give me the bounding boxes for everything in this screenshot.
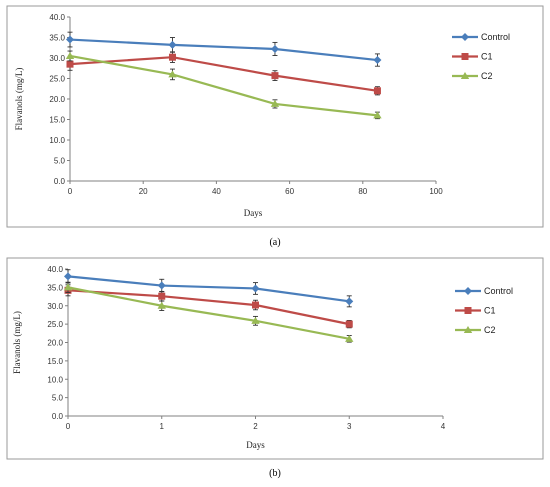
data-point-control xyxy=(251,284,260,293)
legend-label-c2: C2 xyxy=(481,71,493,81)
y-tick-label: 15.0 xyxy=(47,357,63,366)
legend-label-c1: C1 xyxy=(484,306,496,316)
y-tick-label: 35.0 xyxy=(47,283,63,292)
series-control xyxy=(66,31,382,67)
y-tick-label: 0.0 xyxy=(54,177,66,186)
series-line-control xyxy=(67,275,350,303)
series-c2 xyxy=(65,50,382,120)
y-tick-label: 5.0 xyxy=(54,157,66,166)
legend-marker-c1 xyxy=(464,307,472,314)
chart-panel-b: 0.0 5.0 10.0 15.0 20.0 25.0 30.0 35.0 40.0 0 1 2 3 4 D… xyxy=(6,257,544,460)
legend: Control C1 C2 xyxy=(455,286,513,335)
series-control xyxy=(64,269,354,308)
y-tick-label: 40.0 xyxy=(49,13,65,22)
legend-marker-c2 xyxy=(460,72,470,79)
x-tick-label: 0 xyxy=(68,187,73,196)
x-tick-label: 80 xyxy=(358,187,367,196)
data-point-c2 xyxy=(251,316,260,324)
x-tick-label: 20 xyxy=(139,187,148,196)
y-tick-label: 5.0 xyxy=(52,394,64,403)
data-point-c1 xyxy=(373,87,381,95)
y-tick-label: 15.0 xyxy=(49,116,65,125)
data-point-c2 xyxy=(65,51,75,59)
data-point-c1 xyxy=(271,72,279,80)
y-tick-label: 30.0 xyxy=(47,302,63,311)
series-line-c2 xyxy=(69,54,378,117)
chart-border xyxy=(6,257,544,460)
y-axis-title: Flavanols (mg/L) xyxy=(12,311,22,374)
y-tick-label: 10.0 xyxy=(47,375,63,384)
panel-caption-b: (b) xyxy=(269,468,281,479)
y-tick-label: 10.0 xyxy=(49,136,65,145)
panel-caption-a: (a) xyxy=(269,237,280,248)
series-c2 xyxy=(63,281,354,343)
y-tick-label: 30.0 xyxy=(49,54,65,63)
data-point-c2 xyxy=(63,283,73,291)
legend-label-c1: C1 xyxy=(481,52,493,62)
legend-marker-c2 xyxy=(463,326,473,333)
x-axis-title: Days xyxy=(246,440,265,450)
data-point-control xyxy=(157,281,166,290)
data-point-c2 xyxy=(168,70,177,78)
data-point-c2 xyxy=(373,111,382,119)
x-tick-label: 4 xyxy=(441,422,446,431)
data-point-c1 xyxy=(168,53,176,61)
data-point-c2 xyxy=(157,301,166,309)
x-tick-label: 3 xyxy=(347,422,352,431)
data-point-c1 xyxy=(66,60,74,68)
series-line-control xyxy=(69,38,378,62)
data-point-control xyxy=(66,35,74,44)
y-tick-label: 25.0 xyxy=(49,75,65,84)
data-point-control xyxy=(345,297,354,306)
x-tick-label: 100 xyxy=(429,187,443,196)
legend-label-c2: C2 xyxy=(484,325,496,335)
y-tick-label: 20.0 xyxy=(47,339,63,348)
chart-panel-a: 0.0 5.0 10.0 15.0 20.0 25.0 30.0 35.0 40.0 0 20 40 6… xyxy=(6,5,544,228)
y-axis-title: Flavanols (mg/L) xyxy=(14,68,24,131)
data-point-c1 xyxy=(345,320,353,328)
data-point-control xyxy=(64,272,72,281)
y-tick-label: 20.0 xyxy=(49,95,65,104)
chart-border xyxy=(6,5,544,228)
data-point-c1 xyxy=(158,292,166,300)
x-axis-title: Days xyxy=(244,208,263,218)
x-tick-label: 2 xyxy=(253,422,258,431)
x-tick-label: 40 xyxy=(212,187,221,196)
data-point-c2 xyxy=(345,334,354,342)
data-point-control xyxy=(270,44,279,53)
y-tick-label: 0.0 xyxy=(52,412,64,421)
y-tick-label: 35.0 xyxy=(49,34,65,43)
legend: Control C1 C2 xyxy=(452,32,510,81)
legend-marker-control xyxy=(461,33,469,41)
y-tick-label: 25.0 xyxy=(47,320,63,329)
legend-marker-c1 xyxy=(461,53,469,60)
series-c1 xyxy=(64,284,353,329)
x-tick-label: 0 xyxy=(66,422,71,431)
series-line-c1 xyxy=(67,289,350,326)
data-point-control xyxy=(168,40,177,49)
x-tick-label: 1 xyxy=(160,422,165,431)
legend-label-control: Control xyxy=(481,32,510,42)
legend-marker-control xyxy=(464,287,472,295)
y-tick-label: 40.0 xyxy=(47,265,63,274)
x-tick-label: 60 xyxy=(285,187,294,196)
data-point-control xyxy=(373,56,382,65)
legend-label-control: Control xyxy=(484,286,513,296)
series-line-c1 xyxy=(69,56,378,92)
series-line-c2 xyxy=(67,286,350,340)
data-point-c1 xyxy=(252,301,259,309)
data-point-c2 xyxy=(270,99,280,107)
